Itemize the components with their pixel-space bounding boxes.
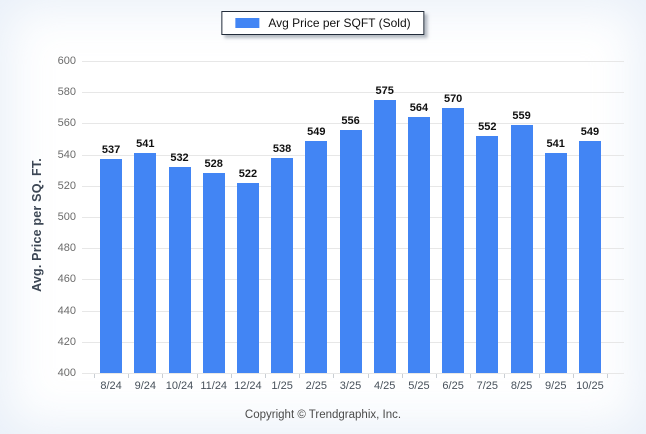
x-tick-mark	[538, 374, 540, 378]
x-tick-label: 11/24	[200, 380, 228, 392]
bar-slot: 522 12/24	[231, 61, 265, 392]
y-tick-label: 560	[57, 117, 76, 130]
bar-value-label: 537	[101, 144, 121, 157]
legend: Avg Price per SQFT (Sold)	[221, 11, 425, 35]
bar-value-label: 564	[409, 102, 429, 115]
x-tick-label: 10/25	[576, 380, 604, 392]
bar-value-label: 559	[512, 109, 531, 122]
copyright-text: Copyright © Trendgraphix, Inc.	[244, 409, 402, 421]
y-tick-label: 400	[57, 367, 76, 379]
bar-slot: 549 10/25	[573, 61, 607, 392]
gridline	[82, 123, 624, 125]
bar	[442, 107, 465, 373]
bar	[510, 124, 533, 373]
gridline	[82, 373, 624, 374]
bar-value-label: 528	[204, 158, 223, 171]
bar-slot: 552 7/25	[470, 61, 504, 392]
x-tick-mark	[367, 374, 369, 378]
bar	[202, 173, 225, 373]
x-tick-mark	[333, 374, 335, 378]
x-tick-mark	[470, 374, 472, 378]
x-tick-mark	[607, 374, 608, 378]
bar-slot: 564 5/25	[402, 61, 436, 392]
bar	[168, 167, 191, 373]
y-axis-title: Avg. Price per SQ. FT.	[30, 158, 44, 292]
bar	[476, 135, 499, 373]
y-tick-label: 540	[57, 148, 76, 161]
bar-slot: 532 10/24	[162, 61, 196, 392]
y-tick-label: 460	[57, 273, 76, 286]
bar-slot: 541 9/25	[539, 61, 573, 392]
x-tick-mark	[128, 374, 130, 378]
y-tick-label: 440	[57, 304, 76, 317]
bar-value-label: 541	[546, 138, 565, 151]
bar	[339, 129, 362, 373]
y-tick-label: 480	[57, 242, 76, 255]
y-tick-label: 520	[57, 179, 76, 192]
bar-slot: 570 6/25	[436, 61, 470, 392]
bar-value-label: 552	[478, 120, 497, 133]
x-tick-label: 9/25	[545, 380, 567, 392]
x-tick-mark	[94, 374, 95, 378]
x-tick-label: 3/25	[339, 380, 362, 392]
bar	[373, 100, 396, 373]
x-tick-mark	[265, 374, 266, 378]
bar-slot: 556 3/25	[333, 61, 367, 392]
gridline	[82, 92, 624, 94]
bar-slot: 538 1/25	[265, 61, 299, 392]
bar-value-label: 538	[272, 142, 292, 155]
bar-value-label: 575	[375, 85, 394, 97]
x-tick-mark	[572, 374, 574, 378]
legend-label: Avg Price per SQFT (Sold)	[268, 16, 411, 30]
x-tick-label: 10/24	[165, 380, 194, 392]
x-tick-mark	[196, 374, 198, 378]
bar-series: 537 8/24 541 9/24 532 10/24 528 11/24 522 12/24 53…	[88, 61, 624, 392]
bar	[100, 159, 123, 373]
bar	[236, 182, 259, 373]
bar	[134, 153, 157, 373]
x-tick-mark	[504, 374, 506, 378]
bar-slot: 528 11/24	[197, 61, 231, 392]
x-tick-label: 4/25	[374, 380, 396, 392]
bar-slot: 541 9/24	[128, 61, 162, 392]
x-tick-mark	[401, 374, 403, 378]
x-tick-label: 2/25	[305, 380, 328, 392]
y-tick-label: 580	[57, 86, 76, 99]
bar	[407, 117, 430, 373]
bar	[305, 140, 328, 373]
bar	[544, 153, 567, 373]
x-tick-label: 12/24	[234, 380, 262, 392]
bar-value-label: 549	[580, 125, 600, 138]
x-tick-label: 5/25	[408, 380, 430, 392]
bar-value-label: 556	[341, 114, 360, 127]
bar-slot: 549 2/25	[299, 61, 333, 392]
bar-slot: 537 8/24	[94, 61, 128, 392]
x-tick-mark	[230, 374, 232, 378]
bar-slot: 559 8/25	[504, 61, 538, 392]
x-tick-mark	[436, 374, 437, 378]
bar-value-label: 549	[307, 125, 326, 138]
x-tick-label: 8/24	[100, 380, 122, 392]
bar-value-label: 570	[443, 92, 463, 105]
x-tick-mark	[162, 374, 164, 378]
bar	[271, 157, 294, 373]
bar-slot: 575 4/25	[368, 61, 402, 392]
bar-value-label: 541	[136, 138, 155, 151]
bar-value-label: 522	[238, 167, 258, 180]
x-tick-label: 9/24	[134, 380, 157, 392]
x-tick-label: 1/25	[271, 380, 293, 392]
x-tick-label: 7/25	[476, 380, 499, 392]
x-tick-label: 6/25	[442, 380, 464, 392]
y-tick-label: 420	[57, 335, 76, 348]
legend-swatch	[235, 18, 260, 28]
bar-value-label: 532	[170, 152, 189, 165]
bar	[578, 140, 601, 373]
plot-area: 400 420 440 460 480 500 520 540 560 580 600 537 8/2…	[58, 55, 624, 392]
y-tick-label: 500	[57, 211, 76, 223]
gridline	[82, 61, 624, 62]
y-tick-label: 600	[57, 55, 76, 67]
x-tick-label: 8/25	[510, 380, 533, 392]
x-tick-mark	[299, 374, 301, 378]
